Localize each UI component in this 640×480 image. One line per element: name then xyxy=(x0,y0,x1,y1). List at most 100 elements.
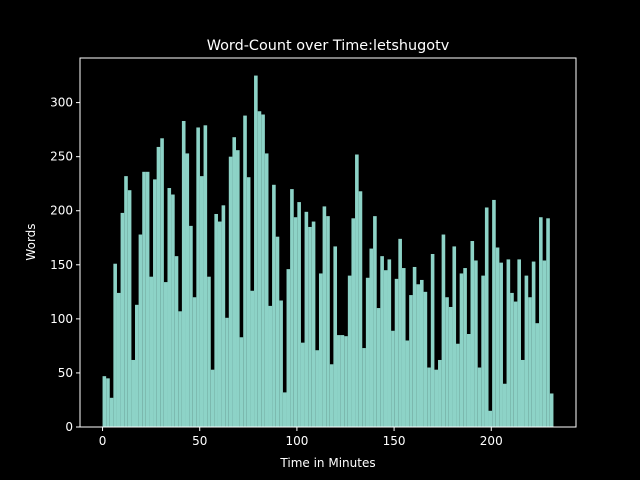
bar xyxy=(171,194,175,427)
bar xyxy=(423,291,428,427)
bar xyxy=(549,393,554,427)
bar xyxy=(221,205,226,427)
bar xyxy=(466,334,471,427)
bar xyxy=(264,153,269,427)
bar xyxy=(365,277,370,427)
bar xyxy=(189,225,193,427)
bar xyxy=(297,202,301,427)
y-tick-label: 0 xyxy=(65,420,73,434)
bar xyxy=(135,304,139,427)
bar xyxy=(474,260,478,427)
bar xyxy=(492,199,496,427)
bar xyxy=(138,234,143,427)
y-tick-label: 50 xyxy=(58,366,73,380)
bar xyxy=(239,337,244,427)
bar xyxy=(210,369,215,427)
bar xyxy=(528,297,532,427)
bar xyxy=(427,367,431,427)
bar xyxy=(225,317,229,427)
x-tick-label: 0 xyxy=(99,434,107,448)
bar xyxy=(124,176,128,427)
bar xyxy=(502,383,507,427)
bar xyxy=(401,268,406,427)
bar xyxy=(203,125,208,428)
bar xyxy=(131,359,136,427)
y-tick-label: 150 xyxy=(50,258,73,272)
bar xyxy=(333,246,338,427)
bar xyxy=(102,376,107,427)
axes-frame xyxy=(79,57,577,428)
bar xyxy=(322,206,327,427)
bar xyxy=(510,292,514,427)
bar xyxy=(535,323,540,427)
bar xyxy=(351,218,356,427)
bar xyxy=(409,295,413,427)
bar xyxy=(192,297,197,427)
bar xyxy=(513,301,518,427)
bar xyxy=(243,115,247,427)
bar xyxy=(290,189,294,427)
bar xyxy=(329,364,334,427)
bar xyxy=(109,397,114,427)
bar xyxy=(376,308,381,427)
bar xyxy=(517,259,521,427)
chart-title: Word-Count over Time:letshugotv xyxy=(207,38,450,54)
bar xyxy=(257,111,262,427)
bar xyxy=(459,273,464,427)
bar xyxy=(199,176,204,427)
bar xyxy=(217,221,222,427)
bar xyxy=(318,273,323,427)
bar xyxy=(470,241,475,427)
bar xyxy=(106,378,110,427)
bar xyxy=(163,282,168,427)
bar xyxy=(275,236,280,427)
bar xyxy=(236,150,240,427)
bar xyxy=(362,348,366,427)
bar xyxy=(181,120,186,427)
bar xyxy=(488,410,493,427)
bar xyxy=(149,276,154,427)
bar xyxy=(261,114,265,427)
bar xyxy=(311,221,316,427)
x-axis-label: Time in Minutes xyxy=(279,456,375,470)
bar xyxy=(145,171,150,427)
bar xyxy=(463,268,467,427)
bar xyxy=(174,256,179,427)
bar xyxy=(214,213,218,427)
x-tick-label: 50 xyxy=(192,434,207,448)
bar xyxy=(506,259,511,427)
bar xyxy=(326,216,330,427)
bar xyxy=(524,275,529,427)
bar xyxy=(254,75,258,428)
bar xyxy=(347,275,352,427)
bar xyxy=(481,275,485,427)
bar xyxy=(293,217,298,427)
bar xyxy=(456,343,460,427)
bar xyxy=(416,284,420,427)
bar xyxy=(391,330,395,427)
y-tick-label: 300 xyxy=(50,96,73,110)
bar xyxy=(495,247,500,427)
bar xyxy=(380,256,384,427)
bar xyxy=(153,179,157,427)
bar xyxy=(542,260,547,427)
bar xyxy=(383,270,388,427)
bar xyxy=(113,263,117,427)
bar xyxy=(279,300,283,427)
bar xyxy=(178,311,182,427)
bar xyxy=(116,292,121,427)
bar xyxy=(142,171,146,427)
bar xyxy=(286,269,291,427)
bar xyxy=(246,177,251,427)
bar xyxy=(477,367,482,427)
bar xyxy=(272,184,276,427)
y-tick-label: 200 xyxy=(50,204,73,218)
y-tick-label: 250 xyxy=(50,150,73,164)
bar xyxy=(160,138,164,428)
x-tick-label: 150 xyxy=(383,434,406,448)
bar xyxy=(546,218,550,427)
bar xyxy=(120,212,125,427)
bar xyxy=(441,234,446,427)
